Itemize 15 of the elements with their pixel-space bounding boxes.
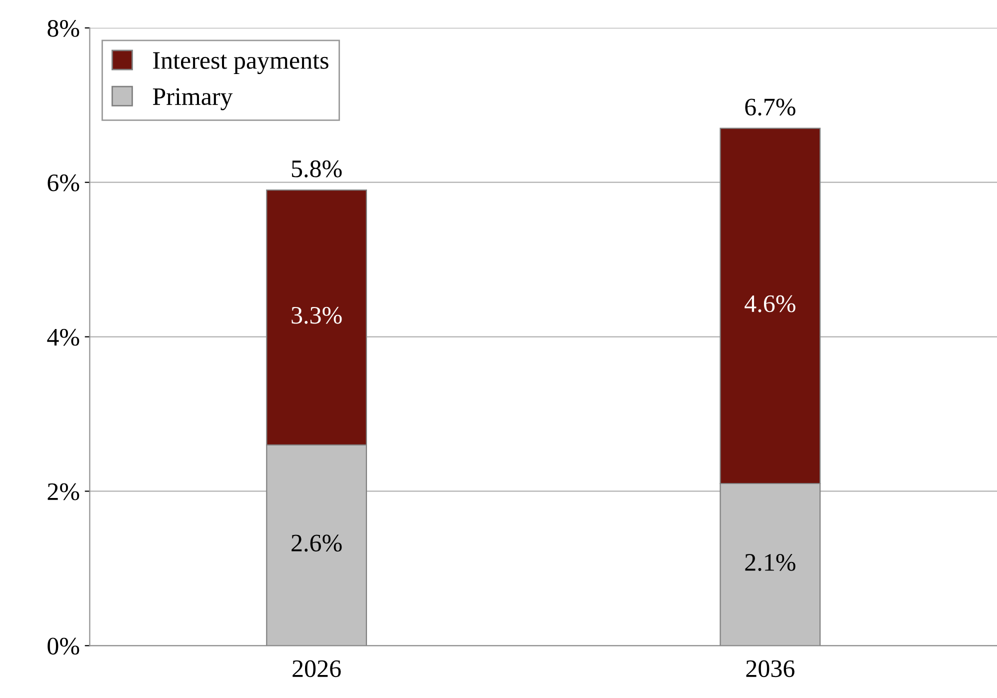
y-tick-label: 2% <box>48 483 80 500</box>
total-label: 5.8% <box>292 160 342 178</box>
x-tick-label: 2036 <box>746 660 794 678</box>
data-label: 2.1% <box>745 554 796 571</box>
y-tick-label: 4% <box>47 328 80 346</box>
data-label: 3.3% <box>292 306 342 324</box>
legend-label: Primary <box>152 88 233 110</box>
data-label: 2.6% <box>292 534 342 552</box>
x-tick-label: 2026 <box>292 660 341 678</box>
data-label: 4.6% <box>744 295 796 312</box>
y-tick-label: 6% <box>48 174 80 192</box>
y-tick-label: 8% <box>48 20 80 37</box>
legend-label: Interest payments <box>153 52 328 74</box>
y-tick-label: 0% <box>48 638 80 655</box>
total-label: 6.7% <box>745 98 796 116</box>
